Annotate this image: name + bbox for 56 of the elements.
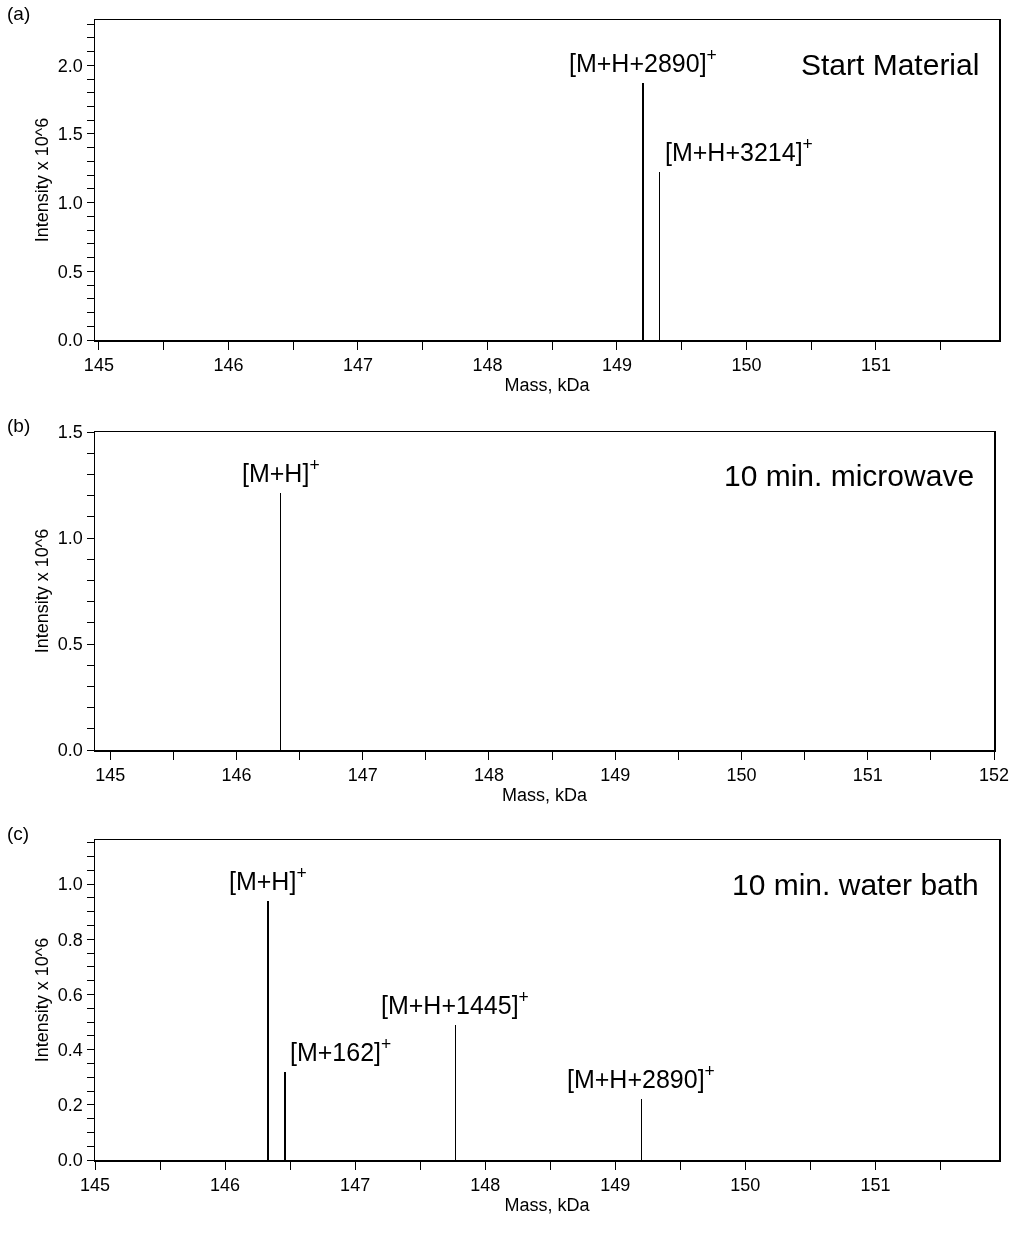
annotation: [M+H]$^{+}$ bbox=[229, 863, 307, 895]
y-tick-label: 0.0 bbox=[57, 330, 83, 351]
x-tick-label: 151 bbox=[852, 765, 883, 786]
x-tick-label: 146 bbox=[213, 355, 244, 376]
y-tick-label: 0.5 bbox=[57, 261, 83, 282]
x-tick-label: 145 bbox=[95, 765, 126, 786]
annotation: Start Material bbox=[801, 48, 980, 81]
text: (b) bbox=[7, 415, 31, 436]
x-axis-title: Mass, kDa bbox=[501, 785, 588, 806]
x-tick-label: 149 bbox=[600, 765, 631, 786]
annotation: 10 min. water bath bbox=[732, 868, 979, 901]
y-tick-label: 0.2 bbox=[57, 1095, 83, 1116]
x-tick-label: 146 bbox=[210, 1175, 241, 1196]
x-tick-label: 150 bbox=[726, 765, 757, 786]
x-tick-label: 150 bbox=[730, 1175, 761, 1196]
y-tick-label: 0.0 bbox=[57, 1150, 83, 1171]
x-tick-label: 152 bbox=[978, 765, 1010, 786]
y-axis-title: Intensity x 10^6 bbox=[32, 528, 53, 654]
x-tick-label: 147 bbox=[347, 765, 378, 786]
y-axis-title: Intensity x 10^6 bbox=[32, 117, 53, 243]
annotation: [M+H]$^{+}$ bbox=[242, 455, 320, 487]
x-tick-label: 148 bbox=[470, 1175, 501, 1196]
x-tick-label: 145 bbox=[79, 1175, 111, 1196]
x-tick-label: 149 bbox=[600, 1175, 631, 1196]
x-axis-title: Mass, kDa bbox=[504, 1194, 591, 1215]
annotation: 10 min. microwave bbox=[724, 459, 975, 492]
x-axis-title: Mass, kDa bbox=[504, 374, 591, 395]
x-tick-label: 145 bbox=[83, 355, 114, 376]
y-tick-label: 0.8 bbox=[57, 929, 83, 950]
x-tick-label: 146 bbox=[221, 765, 252, 786]
x-tick-label: 148 bbox=[472, 355, 503, 376]
y-tick-label: 0.5 bbox=[57, 634, 83, 655]
y-tick-label: 1.0 bbox=[57, 192, 83, 213]
x-tick-label: 148 bbox=[473, 765, 504, 786]
text: (a) bbox=[7, 3, 31, 24]
x-tick-label: 151 bbox=[860, 1175, 891, 1196]
y-tick-label: 0.4 bbox=[57, 1039, 83, 1060]
y-axis-title: Intensity x 10^6 bbox=[32, 937, 53, 1063]
x-tick-label: 151 bbox=[860, 355, 891, 376]
x-tick-label: 150 bbox=[731, 355, 762, 376]
y-tick-label: 1.5 bbox=[57, 422, 83, 443]
annotation: [M+H+2890]$^{+}$ bbox=[567, 1061, 715, 1093]
y-tick-label: 0.6 bbox=[57, 984, 83, 1005]
annotation: [M+162]$^{+}$ bbox=[290, 1034, 392, 1066]
x-tick-label: 149 bbox=[601, 355, 632, 376]
y-tick-label: 2.0 bbox=[57, 55, 83, 76]
y-tick-label: 0.0 bbox=[57, 740, 83, 761]
annotation: [M+H+2890]$^{+}$ bbox=[569, 45, 717, 77]
x-tick-label: 147 bbox=[342, 355, 373, 376]
text: (c) bbox=[7, 823, 30, 844]
annotation: [M+H+1445]$^{+}$ bbox=[381, 987, 529, 1019]
y-tick-label: 1.0 bbox=[57, 528, 83, 549]
annotation: [M+H+3214]$^{+}$ bbox=[665, 134, 813, 166]
x-tick-label: 147 bbox=[340, 1175, 371, 1196]
y-tick-label: 1.5 bbox=[57, 124, 83, 145]
y-tick-label: 1.0 bbox=[57, 874, 83, 895]
